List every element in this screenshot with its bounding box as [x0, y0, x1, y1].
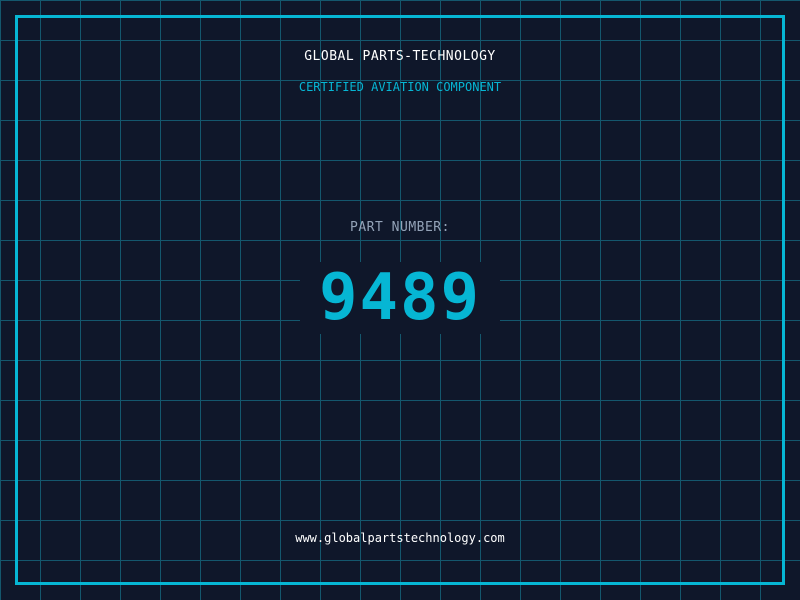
company-name: GLOBAL PARTS-TECHNOLOGY — [304, 49, 496, 64]
subtitle: CERTIFIED AVIATION COMPONENT — [298, 80, 502, 94]
part-number: 9489 — [318, 261, 482, 335]
part-number-backdrop — [300, 262, 500, 334]
border-frame — [15, 15, 785, 585]
part-number-label: PART NUMBER: — [350, 220, 450, 235]
website-url: www.globalpartstechnology.com — [295, 531, 505, 545]
